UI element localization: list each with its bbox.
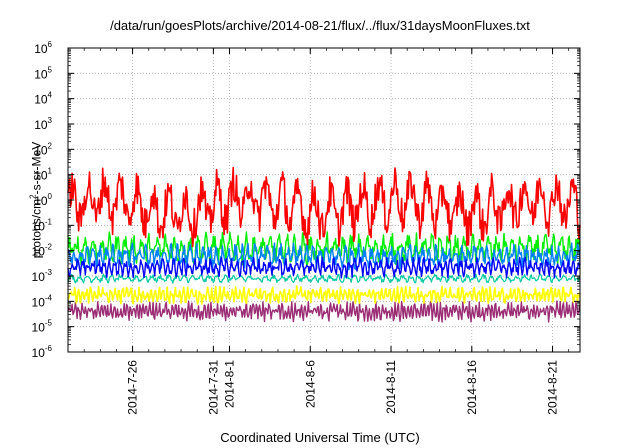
x-axis-label: Coordinated Universal Time (UTC) [220, 430, 420, 445]
x-tick-label: 2014-7-31 [206, 360, 220, 415]
x-tick-label: 2014-8-21 [546, 360, 560, 415]
y-axis-label: protons/cm2-s-sr-MeV [28, 141, 44, 259]
x-tick-label: 2014-8-16 [465, 360, 479, 415]
y-tick-label: 104 [34, 91, 52, 107]
y-tick-label: 10-1 [32, 217, 53, 233]
x-tick-label: 2014-8-1 [223, 360, 237, 408]
y-tick-labels: 10-6 10-5 10-4 10-3 10-2 10-1 100 101 102 103 104 1… [32, 40, 53, 360]
y-tick-label: 103 [34, 116, 52, 132]
y-tick-label: 10-3 [32, 268, 53, 284]
y-tick-label: 101 [34, 167, 52, 183]
y-tick-label: 10-5 [32, 319, 53, 335]
x-tick-label: 2014-8-11 [384, 360, 398, 414]
y-tick-label: 10-6 [32, 344, 53, 360]
chart-ticks [67, 47, 580, 353]
chart-title: /data/run/goesPlots/archive/2014-08-21/f… [110, 18, 530, 33]
series-line [67, 285, 581, 305]
series-line [67, 300, 581, 323]
x-tick-label: 2014-8-6 [303, 360, 317, 408]
x-tick-label: 2014-7-26 [126, 360, 140, 415]
chart-series [67, 166, 581, 323]
series-line [67, 273, 581, 284]
series-line [67, 256, 581, 279]
y-tick-label: 105 [34, 65, 52, 81]
y-tick-label: 100 [34, 192, 52, 208]
y-tick-label: 10-4 [32, 293, 53, 309]
y-tick-label: 102 [34, 141, 52, 157]
series-line [67, 166, 581, 248]
x-tick-labels: 2014-7-26 2014-7-31 2014-8-1 2014-8-6 2014-8… [126, 360, 560, 415]
y-tick-label: 10-2 [32, 243, 53, 259]
y-tick-label: 106 [34, 40, 52, 56]
